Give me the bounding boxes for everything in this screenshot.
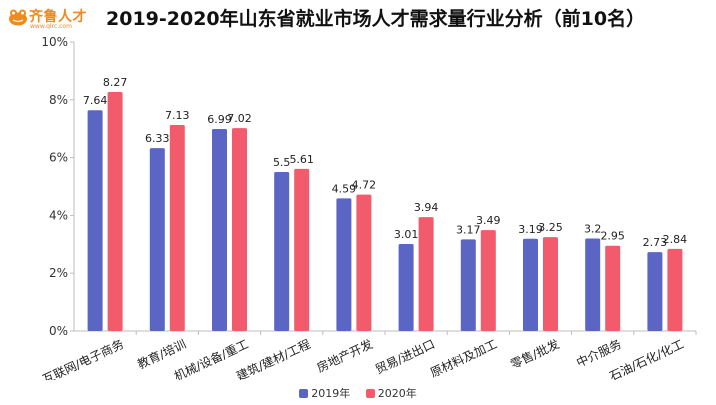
data-label: 3.19 — [518, 223, 543, 236]
data-label: 3.01 — [394, 228, 419, 241]
data-label: 2.95 — [600, 230, 625, 243]
x-tick-label: 互联网/电子商务 — [40, 336, 126, 380]
x-tick-label: 原材料及加工 — [428, 337, 499, 380]
data-label: 3.49 — [476, 214, 501, 227]
bar-2020 — [169, 124, 185, 332]
frog-logo-icon — [9, 9, 27, 26]
data-label: 7.64 — [83, 94, 108, 107]
bar-2020 — [418, 217, 434, 331]
y-tick-label: 8% — [49, 93, 68, 107]
legend-label-2019: 2019年 — [311, 387, 351, 400]
data-label: 4.72 — [352, 179, 377, 192]
x-tick-label: 贸易/进出口 — [373, 337, 437, 377]
data-label: 3.17 — [456, 223, 481, 236]
chart-title: 2019-2020年山东省就业市场人才需求量行业分析（前10名） — [106, 8, 646, 30]
bar-2019 — [149, 148, 165, 331]
bar-2019 — [398, 244, 414, 331]
legend-item-2020: 2020年 — [365, 385, 417, 401]
y-tick-label: 2% — [49, 266, 68, 280]
brand-logo: 齐鲁人才 www.qlrc.com — [8, 6, 104, 32]
bar-2020 — [667, 248, 683, 331]
data-label: 3.2 — [584, 223, 602, 236]
bar-2019 — [87, 110, 103, 331]
data-label: 2.73 — [643, 236, 668, 249]
legend-swatch-2020 — [365, 389, 375, 398]
bar-2020 — [232, 128, 247, 331]
legend-item-2019: 2019年 — [299, 385, 350, 401]
legend-swatch-2019 — [299, 389, 309, 398]
data-label: 3.94 — [414, 201, 439, 214]
bar-2020 — [605, 245, 621, 331]
data-label: 5.61 — [289, 153, 314, 166]
y-tick-label: 0% — [49, 324, 68, 338]
bar-2019 — [647, 252, 663, 331]
bar-2019 — [523, 238, 538, 331]
x-tick-label: 零售/批发 — [508, 336, 562, 372]
y-tick-label: 4% — [49, 208, 68, 222]
data-label: 3.25 — [538, 221, 563, 234]
bar-chart: 0%2%4%6%8%10%7.648.27互联网/电子商务6.337.13教育/… — [40, 35, 697, 380]
bar-2020 — [294, 168, 310, 331]
bar-2019 — [460, 239, 476, 331]
bar-2019 — [212, 128, 227, 331]
data-label: 6.99 — [207, 113, 232, 126]
chart-legend: 2019年 2020年 — [0, 385, 716, 401]
y-tick-label: 6% — [49, 151, 68, 165]
bar-2020 — [480, 230, 496, 331]
data-label: 7.13 — [165, 109, 190, 122]
logo-url: www.qlrc.com — [30, 23, 72, 30]
data-label: 4.59 — [332, 182, 357, 195]
bar-2020 — [107, 91, 123, 331]
y-tick-label: 10% — [41, 35, 68, 49]
data-label: 2.84 — [663, 233, 688, 246]
data-label: 6.33 — [145, 132, 170, 145]
data-label: 5.5 — [273, 156, 291, 169]
bar-2020 — [356, 194, 372, 331]
bar-2019 — [585, 238, 601, 331]
data-label: 8.27 — [103, 76, 128, 89]
bar-2019 — [336, 198, 352, 331]
x-tick-label: 房地产开发 — [314, 336, 375, 375]
bar-2019 — [274, 172, 290, 331]
data-label: 7.02 — [227, 112, 252, 125]
logo-wordmark: 齐鲁人才 — [29, 9, 87, 25]
x-tick-label: 中介服务 — [574, 336, 624, 370]
legend-label-2020: 2020年 — [377, 387, 417, 400]
bar-2020 — [543, 237, 558, 331]
